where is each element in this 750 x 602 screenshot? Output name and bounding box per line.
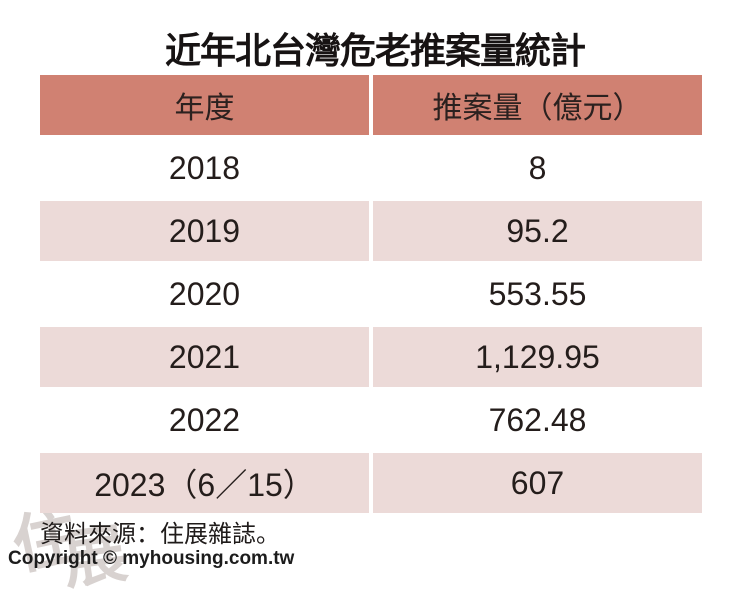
table-cell-year-2020: 2020 [40,264,369,324]
stats-table: 年度 推案量（億元） 2018 8 2019 95.2 2020 553.55 … [40,75,702,513]
table-cell-year-2022: 2022 [40,390,369,450]
table-cell-year-2018: 2018 [40,138,369,198]
page-title: 近年北台灣危老推案量統計 [164,30,586,71]
source-note: 資料來源：住展雜誌。 [40,521,280,548]
column-header-volume: 推案量（億元） [373,75,702,135]
table-cell-year-2019: 2019 [40,201,369,261]
table-cell-volume-2022: 762.48 [373,390,702,450]
column-header-year: 年度 [40,75,369,135]
copyright-line: Copyright © myhousing.com.tw [8,548,295,569]
table-cell-volume-2021: 1,129.95 [373,327,702,387]
table-cell-year-2021: 2021 [40,327,369,387]
table-cell-volume-2023: 607 [373,453,702,513]
table-cell-volume-2019: 95.2 [373,201,702,261]
table-cell-year-2023: 2023（6／15） [40,453,369,513]
table-cell-volume-2020: 553.55 [373,264,702,324]
table-cell-volume-2018: 8 [373,138,702,198]
